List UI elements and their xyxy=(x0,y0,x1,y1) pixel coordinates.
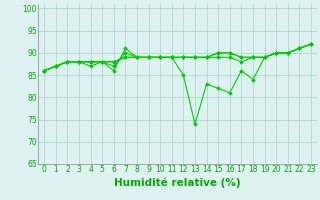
X-axis label: Humidité relative (%): Humidité relative (%) xyxy=(114,177,241,188)
